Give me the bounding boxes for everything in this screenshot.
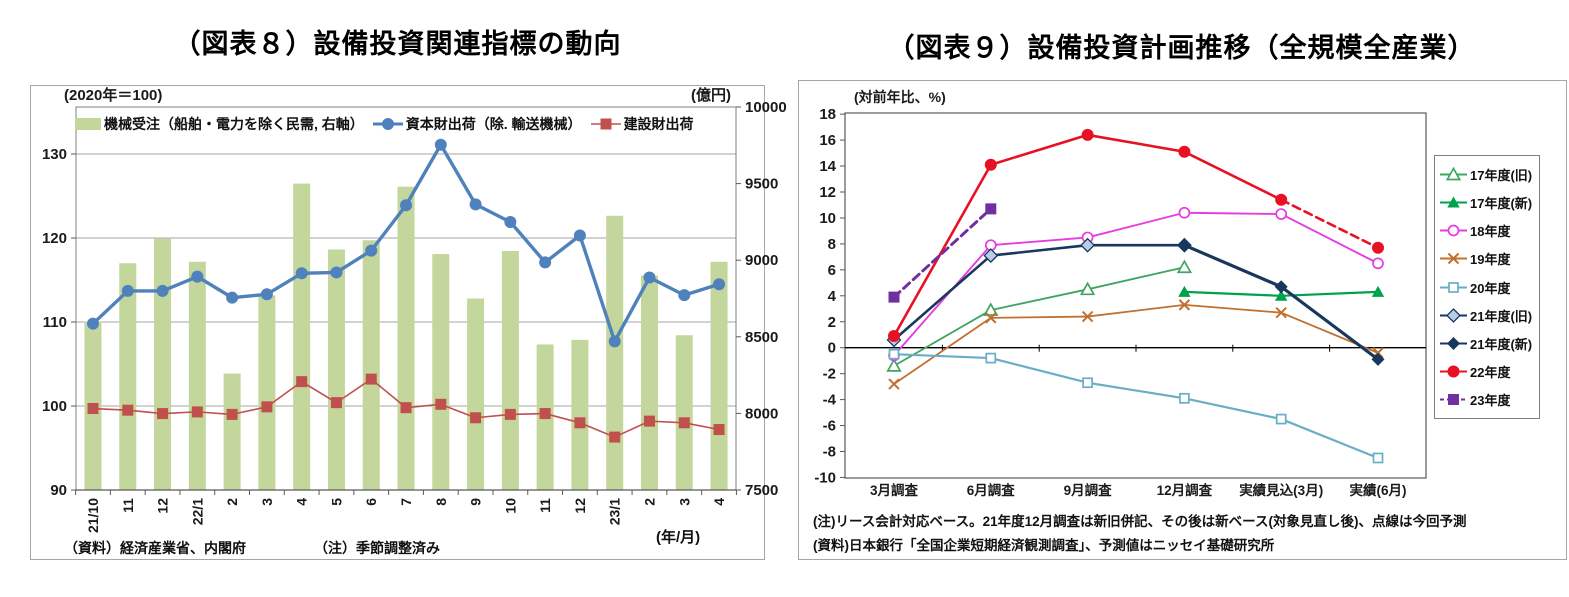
svg-text:0: 0 xyxy=(828,340,836,357)
figure9-legend-item: 17年度(新) xyxy=(1440,193,1534,212)
figure8-legend-item: 資本財出荷（除. 輸送機械） xyxy=(372,114,582,134)
svg-text:3: 3 xyxy=(259,498,275,506)
svg-text:90: 90 xyxy=(50,482,67,499)
svg-text:11: 11 xyxy=(537,498,553,513)
svg-text:11: 11 xyxy=(120,498,136,513)
svg-text:-2: -2 xyxy=(823,366,836,383)
svg-text:110: 110 xyxy=(43,314,67,331)
svg-text:2: 2 xyxy=(641,498,657,506)
svg-text:3: 3 xyxy=(676,498,692,506)
svg-text:10: 10 xyxy=(819,210,836,227)
svg-text:4: 4 xyxy=(711,498,727,506)
svg-text:18: 18 xyxy=(819,106,836,123)
svg-text:8: 8 xyxy=(433,498,449,506)
svg-text:9500: 9500 xyxy=(745,176,778,193)
figure9-legend-item: 19年度 xyxy=(1440,249,1534,268)
figure8-legend-item: 機械受注（船舶・電力を除く民需, 右軸） xyxy=(75,114,364,134)
svg-text:-10: -10 xyxy=(814,469,836,486)
svg-text:5: 5 xyxy=(328,498,344,506)
svg-text:7500: 7500 xyxy=(745,482,778,499)
svg-text:16: 16 xyxy=(819,132,836,149)
svg-text:6: 6 xyxy=(828,262,836,279)
svg-text:120: 120 xyxy=(42,230,67,247)
svg-text:12: 12 xyxy=(572,498,588,514)
svg-text:実績(6月): 実績(6月) xyxy=(1350,482,1407,498)
figure8-legend: 機械受注（船舶・電力を除く民需, 右軸） 資本財出荷（除. 輸送機械） 建設財出荷 xyxy=(75,114,694,134)
figure9-legend-item: 22年度 xyxy=(1440,362,1534,381)
svg-text:100: 100 xyxy=(42,398,67,415)
figure9-legend-item: 20年度 xyxy=(1440,278,1534,297)
svg-text:(2020年＝100): (2020年＝100) xyxy=(64,86,162,104)
svg-text:21/10: 21/10 xyxy=(85,498,101,533)
svg-text:12月調査: 12月調査 xyxy=(1157,482,1213,498)
figure9-legend-item: 21年度(新) xyxy=(1440,334,1534,353)
svg-text:9月調査: 9月調査 xyxy=(1064,482,1113,498)
figure9-legend: 17年度(旧) 17年度(新) 18年度 19年度 20年度 21年度(旧) 21年度(新)… xyxy=(1434,155,1540,419)
figure9-chart-svg: 18 16 14 12 10 8 6 4 2 0 -2 -4 -6 -8 -10 (対前年比、%) 3月調査 6月… xyxy=(814,89,1427,498)
figure9-legend-item: 23年度 xyxy=(1440,390,1534,409)
figure9-legend-item: 21年度(旧) xyxy=(1440,306,1534,325)
svg-text:9000: 9000 xyxy=(745,252,778,269)
svg-text:14: 14 xyxy=(819,158,836,175)
svg-text:4: 4 xyxy=(828,288,837,305)
svg-text:10000: 10000 xyxy=(745,99,787,116)
figure8-legend-item: 建設財出荷 xyxy=(590,114,694,134)
svg-text:7: 7 xyxy=(398,498,414,506)
svg-text:(億円): (億円) xyxy=(691,86,731,104)
svg-text:6: 6 xyxy=(363,498,379,506)
svg-text:(対前年比、%): (対前年比、%) xyxy=(854,89,946,105)
figure9-chart-area: 18 16 14 12 10 8 6 4 2 0 -2 -4 -6 -8 -10 (対前年比、%) 3月調査 6月… xyxy=(798,80,1567,560)
svg-text:2: 2 xyxy=(828,314,836,331)
svg-text:実績見込(3月): 実績見込(3月) xyxy=(1239,482,1323,498)
figure9-note-1: (注)リース会計対応ベース。21年度12月調査は新旧併記、その後は新ベース(対象… xyxy=(813,514,1467,529)
svg-text:12: 12 xyxy=(819,184,836,201)
figure8-title: （図表８）設備投資関連指標の動向 xyxy=(173,29,622,59)
svg-text:-8: -8 xyxy=(823,444,836,461)
svg-text:6月調査: 6月調査 xyxy=(967,482,1016,498)
svg-text:2: 2 xyxy=(224,498,240,506)
figure8-adjustment-note: （注）季節調整済み xyxy=(314,540,440,556)
svg-text:-4: -4 xyxy=(823,392,837,409)
figure8-chart-svg: 90 100 110 120 130 7500 8000 8500 9000 9500 10000 (… xyxy=(42,86,787,533)
svg-text:10: 10 xyxy=(502,498,518,514)
figure9-title: （図表９）設備投資計画推移（全規模全産業） xyxy=(887,33,1476,63)
svg-text:9: 9 xyxy=(468,498,484,506)
figure8-xaxis-unit: (年/月) xyxy=(656,529,701,546)
svg-text:8000: 8000 xyxy=(745,405,778,422)
figure8-source-note: （資料）経済産業省、内閣府 xyxy=(64,540,246,556)
svg-text:23/1: 23/1 xyxy=(607,498,623,525)
svg-text:8: 8 xyxy=(828,236,836,253)
svg-text:8500: 8500 xyxy=(745,329,778,346)
svg-text:-6: -6 xyxy=(823,418,836,435)
svg-text:22/1: 22/1 xyxy=(189,498,205,525)
figure9-legend-item: 18年度 xyxy=(1440,221,1534,240)
svg-text:4: 4 xyxy=(294,498,310,506)
svg-text:3月調査: 3月調査 xyxy=(870,482,919,498)
svg-text:130: 130 xyxy=(42,146,67,163)
svg-text:12: 12 xyxy=(155,498,171,514)
figure9-note-2: (資料)日本銀行「全国企業短期経済観測調査」、予測値はニッセイ基礎研究所 xyxy=(813,538,1275,553)
figure8-chart-area: 90 100 110 120 130 7500 8000 8500 9000 9500 10000 (… xyxy=(30,85,787,560)
figure9-legend-item: 17年度(旧) xyxy=(1440,165,1534,184)
